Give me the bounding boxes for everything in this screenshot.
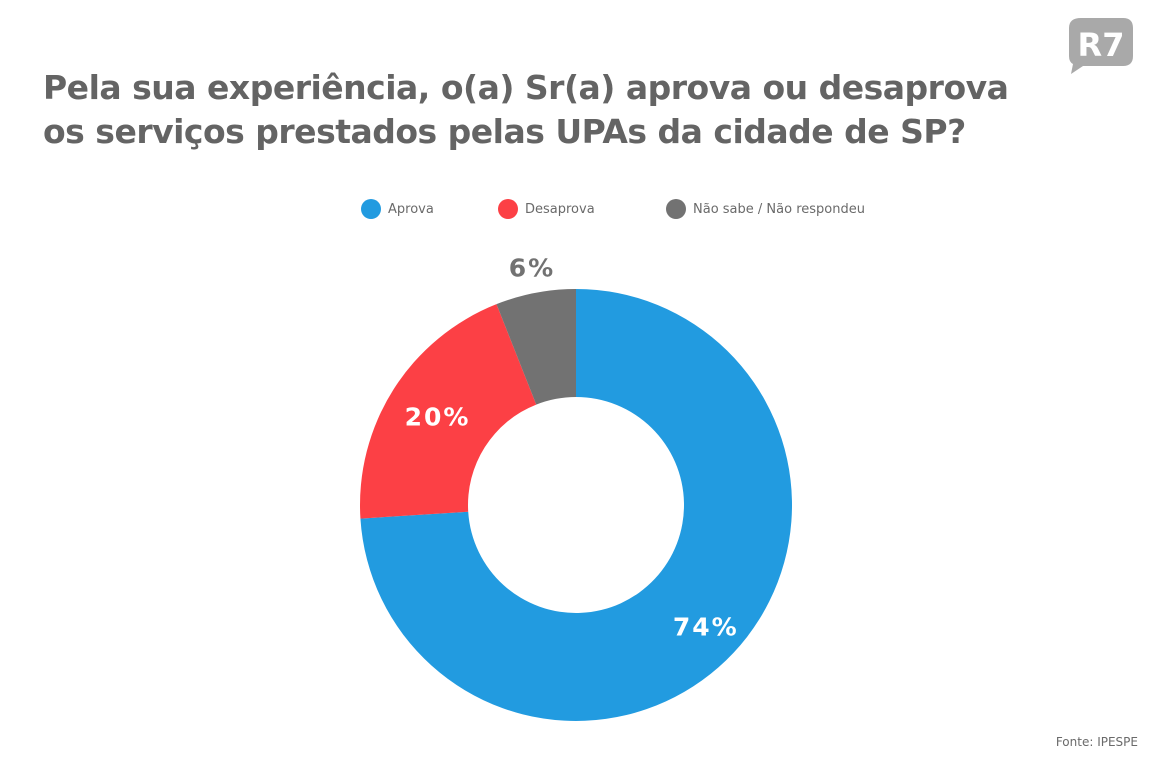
chart-title: Pela sua experiência, o(a) Sr(a) aprova … — [43, 68, 1009, 151]
slice-aprova — [360, 289, 792, 722]
legend-item-desaprova: Desaprova — [498, 199, 595, 219]
legend-swatch-nao-sabe — [666, 199, 686, 219]
legend-label-aprova: Aprova — [388, 201, 434, 217]
slice-nao-sabe — [496, 289, 576, 405]
legend-label-desaprova: Desaprova — [525, 201, 595, 217]
slice-desaprova — [360, 304, 537, 519]
legend-label-nao-sabe: Não sabe / Não respondeu — [693, 201, 865, 217]
legend-swatch-aprova — [361, 199, 381, 219]
logo-text: R7 — [1078, 26, 1125, 64]
source-note: Fonte: IPESPE — [1055, 735, 1138, 749]
label-nao-sabe: 6% — [509, 254, 555, 283]
legend-item-nao-sabe: Não sabe / Não respondeu — [666, 199, 865, 219]
legend-swatch-desaprova — [498, 199, 518, 219]
label-aprova: 74% — [673, 612, 739, 641]
legend-item-aprova: Aprova — [361, 199, 434, 219]
chart-legend: Aprova Desaprova Não sabe / Não responde… — [0, 199, 1152, 223]
r7-logo-icon: R7 — [1069, 18, 1133, 74]
label-desaprova: 20% — [405, 403, 471, 432]
